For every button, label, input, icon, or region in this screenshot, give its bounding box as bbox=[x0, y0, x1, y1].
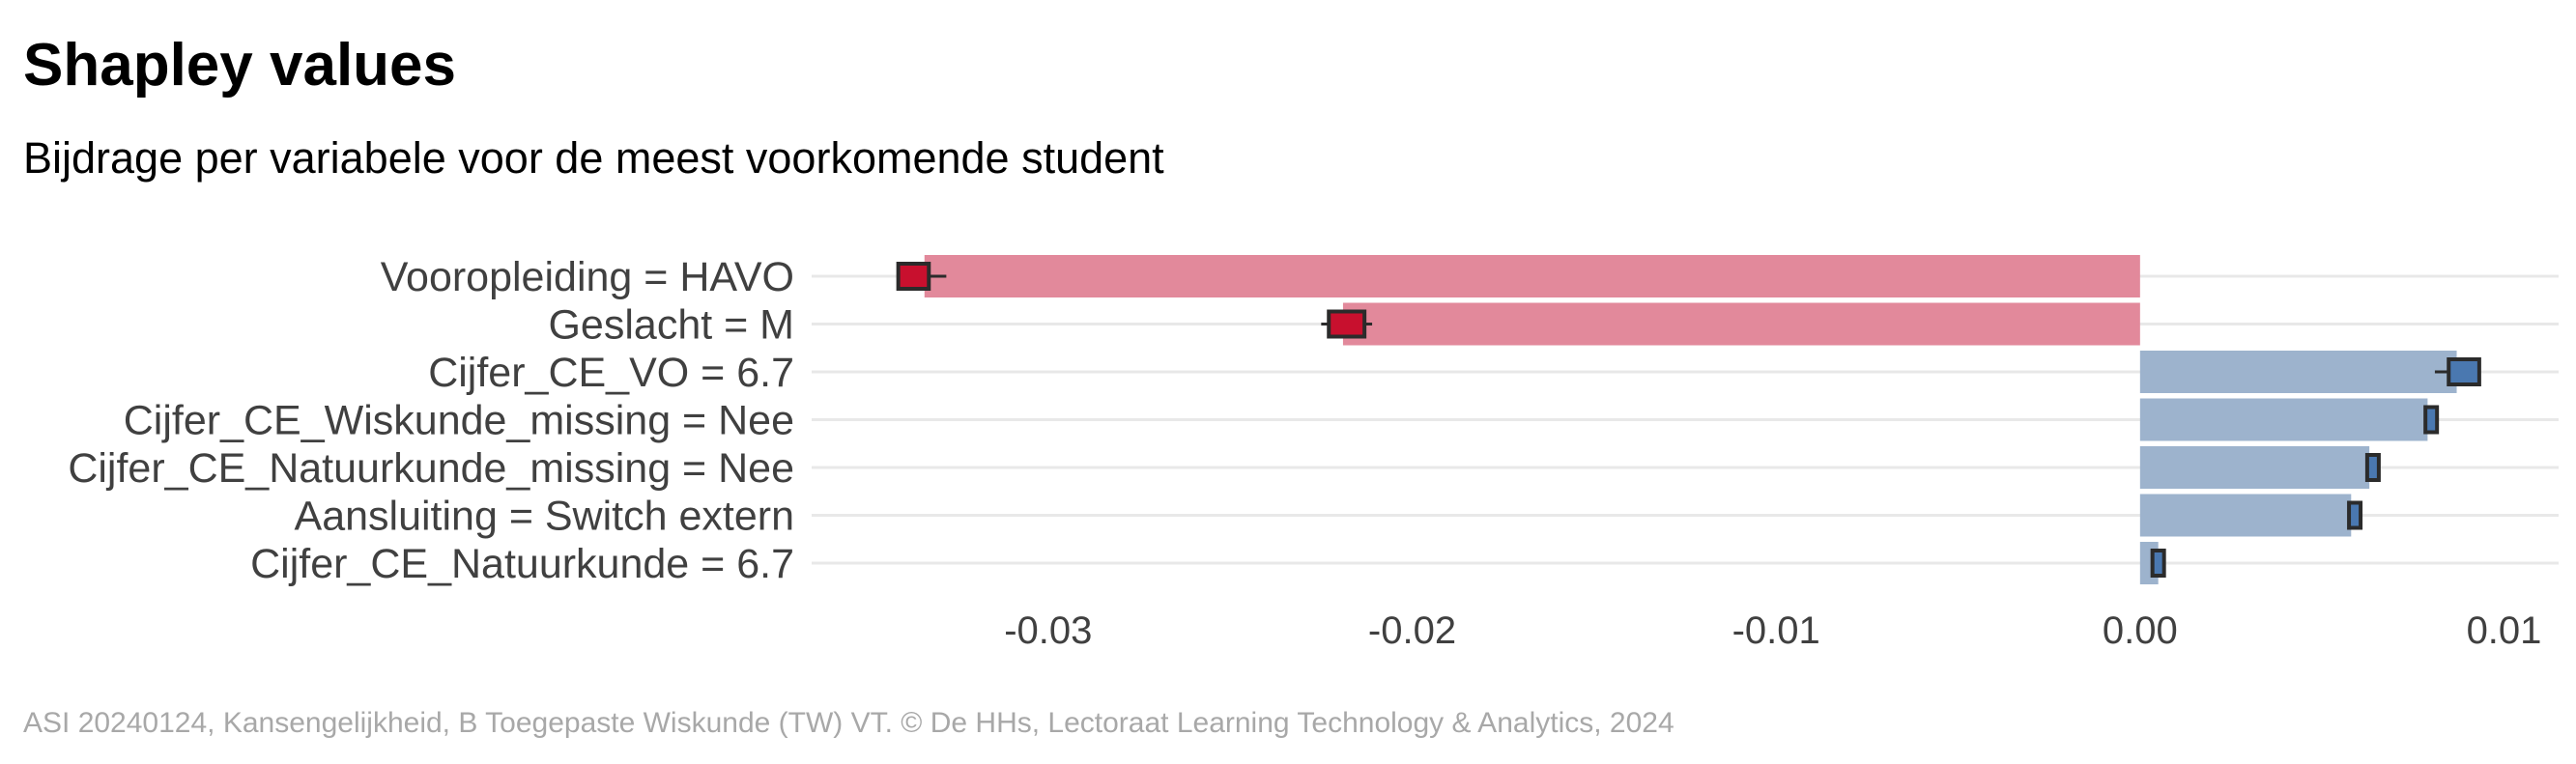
point-1 bbox=[896, 262, 931, 291]
category-label-6: Aansluiting = Switch extern bbox=[295, 494, 794, 540]
x-tick-label: -0.03 bbox=[1004, 609, 1092, 652]
point-3 bbox=[2447, 357, 2481, 386]
point-layer bbox=[896, 262, 2481, 578]
point-4 bbox=[2423, 405, 2440, 435]
source-caption: ASI 20240124, Kansengelijkheid, B Toegep… bbox=[23, 707, 1674, 739]
point-6 bbox=[2347, 500, 2363, 530]
bar-6 bbox=[2139, 494, 2352, 537]
x-tick-label: 0.00 bbox=[2103, 609, 2178, 652]
point-7 bbox=[2150, 549, 2166, 578]
bar-layer bbox=[924, 255, 2457, 584]
category-label-3: Cijfer_CE_VO = 6.7 bbox=[428, 350, 794, 396]
category-label-1: Vooropleiding = HAVO bbox=[381, 254, 794, 300]
category-label-7: Cijfer_CE_Natuurkunde = 6.7 bbox=[250, 541, 794, 587]
bar-3 bbox=[2139, 351, 2457, 393]
chart-subtitle: Bijdrage per variabele voor de meest voo… bbox=[23, 133, 1164, 183]
category-label-5: Cijfer_CE_Natuurkunde_missing = Nee bbox=[68, 445, 794, 492]
x-tick-label: -0.01 bbox=[1732, 609, 1820, 652]
x-axis-ticks: -0.03 -0.02 -0.01 0.00 0.01 bbox=[1004, 609, 2541, 652]
point-5 bbox=[2364, 453, 2381, 482]
x-tick-label: -0.02 bbox=[1368, 609, 1456, 652]
bar-4 bbox=[2139, 398, 2428, 441]
x-tick-label: 0.01 bbox=[2467, 609, 2542, 652]
bar-1 bbox=[924, 255, 2140, 297]
bar-2 bbox=[1342, 302, 2140, 346]
chart-title: Shapley values bbox=[23, 32, 457, 99]
category-label-4: Cijfer_CE_Wiskunde_missing = Nee bbox=[124, 398, 794, 444]
point-2 bbox=[1327, 309, 1367, 339]
category-label-2: Geslacht = M bbox=[548, 302, 794, 349]
bar-5 bbox=[2139, 446, 2370, 489]
